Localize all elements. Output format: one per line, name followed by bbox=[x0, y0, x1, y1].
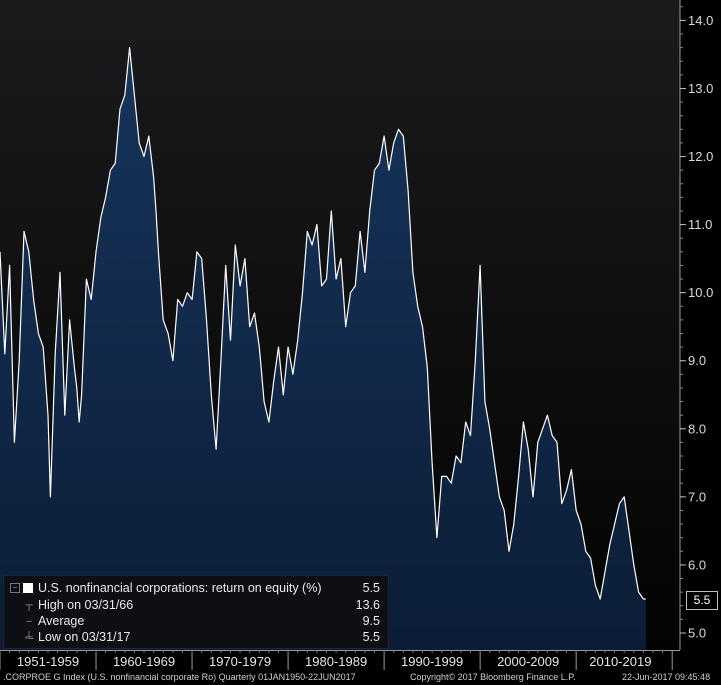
legend-high-label: High on 03/31/66 bbox=[38, 598, 134, 612]
legend-low-value: 5.5 bbox=[362, 630, 380, 644]
x-tick-label: 1970-1979 bbox=[209, 654, 271, 669]
footer-right: 22-Jun-2017 09:45:48 bbox=[622, 672, 710, 682]
legend: − U.S. nonfinancial corporations: return… bbox=[3, 575, 389, 649]
y-tick-label: 12.0 bbox=[688, 149, 713, 164]
series-area-fill bbox=[0, 47, 646, 651]
y-axis: 5.0 6.0 7.0 8.0 9.0 10.0 11.0 12.0 13.0 14.0 bbox=[679, 0, 713, 650]
legend-row-low: ┴ Low on 03/31/17 5.5 bbox=[4, 629, 388, 646]
legend-series-value: 5.5 bbox=[362, 581, 380, 595]
x-tick-label: 1990-1999 bbox=[401, 654, 463, 669]
x-axis: 1951-1959 1960-1969 1970-1979 1980-1989 1990… bbox=[0, 650, 680, 670]
y-tick-label: 9.0 bbox=[688, 353, 706, 368]
legend-low-label: Low on 03/31/17 bbox=[38, 630, 131, 644]
y-tick-label: 14.0 bbox=[688, 13, 713, 28]
footer-left: .CORPROE G Index (U.S. nonfinancial corp… bbox=[3, 672, 356, 682]
x-tick-label: 1951-1959 bbox=[17, 654, 79, 669]
legend-average-value: 9.5 bbox=[362, 614, 380, 628]
x-tick-label: 1980-1989 bbox=[305, 654, 367, 669]
footer-center: Copyright© 2017 Bloomberg Finance L.P. bbox=[410, 672, 576, 682]
average-marker-icon: –◦– bbox=[24, 616, 34, 644]
x-tick-label: 2010-2019 bbox=[589, 654, 651, 669]
collapse-icon[interactable]: − bbox=[10, 583, 20, 593]
x-tick-label: 2000-2009 bbox=[497, 654, 559, 669]
footer: .CORPROE G Index (U.S. nonfinancial corp… bbox=[3, 672, 710, 682]
low-marker-icon: ┴ bbox=[25, 632, 33, 643]
legend-row-average: –◦– Average 9.5 bbox=[4, 613, 388, 644]
legend-row-series: − U.S. nonfinancial corporations: return… bbox=[4, 580, 388, 597]
y-tick-label: 11.0 bbox=[688, 217, 712, 232]
legend-average-label: Average bbox=[38, 614, 85, 628]
y-tick-label: 7.0 bbox=[688, 489, 706, 504]
y-tick-label: 10.0 bbox=[688, 285, 713, 300]
y-tick-label: 6.0 bbox=[688, 557, 706, 572]
y-tick-label: 8.0 bbox=[688, 421, 706, 436]
area-layer bbox=[0, 47, 646, 651]
y-tick-label: 5.0 bbox=[688, 625, 706, 640]
series-line bbox=[0, 47, 646, 600]
legend-row-high: ┬ High on 03/31/66 13.6 bbox=[4, 597, 388, 614]
legend-high-value: 13.6 bbox=[355, 598, 380, 612]
x-tick-label: 1960-1969 bbox=[113, 654, 175, 669]
high-marker-icon: ┬ bbox=[25, 600, 33, 611]
legend-series-label: U.S. nonfinancial corporations: return o… bbox=[38, 581, 322, 595]
y-tick-label: 13.0 bbox=[688, 81, 713, 96]
last-value-label: 5.5 bbox=[686, 591, 718, 610]
series-swatch bbox=[23, 583, 33, 593]
